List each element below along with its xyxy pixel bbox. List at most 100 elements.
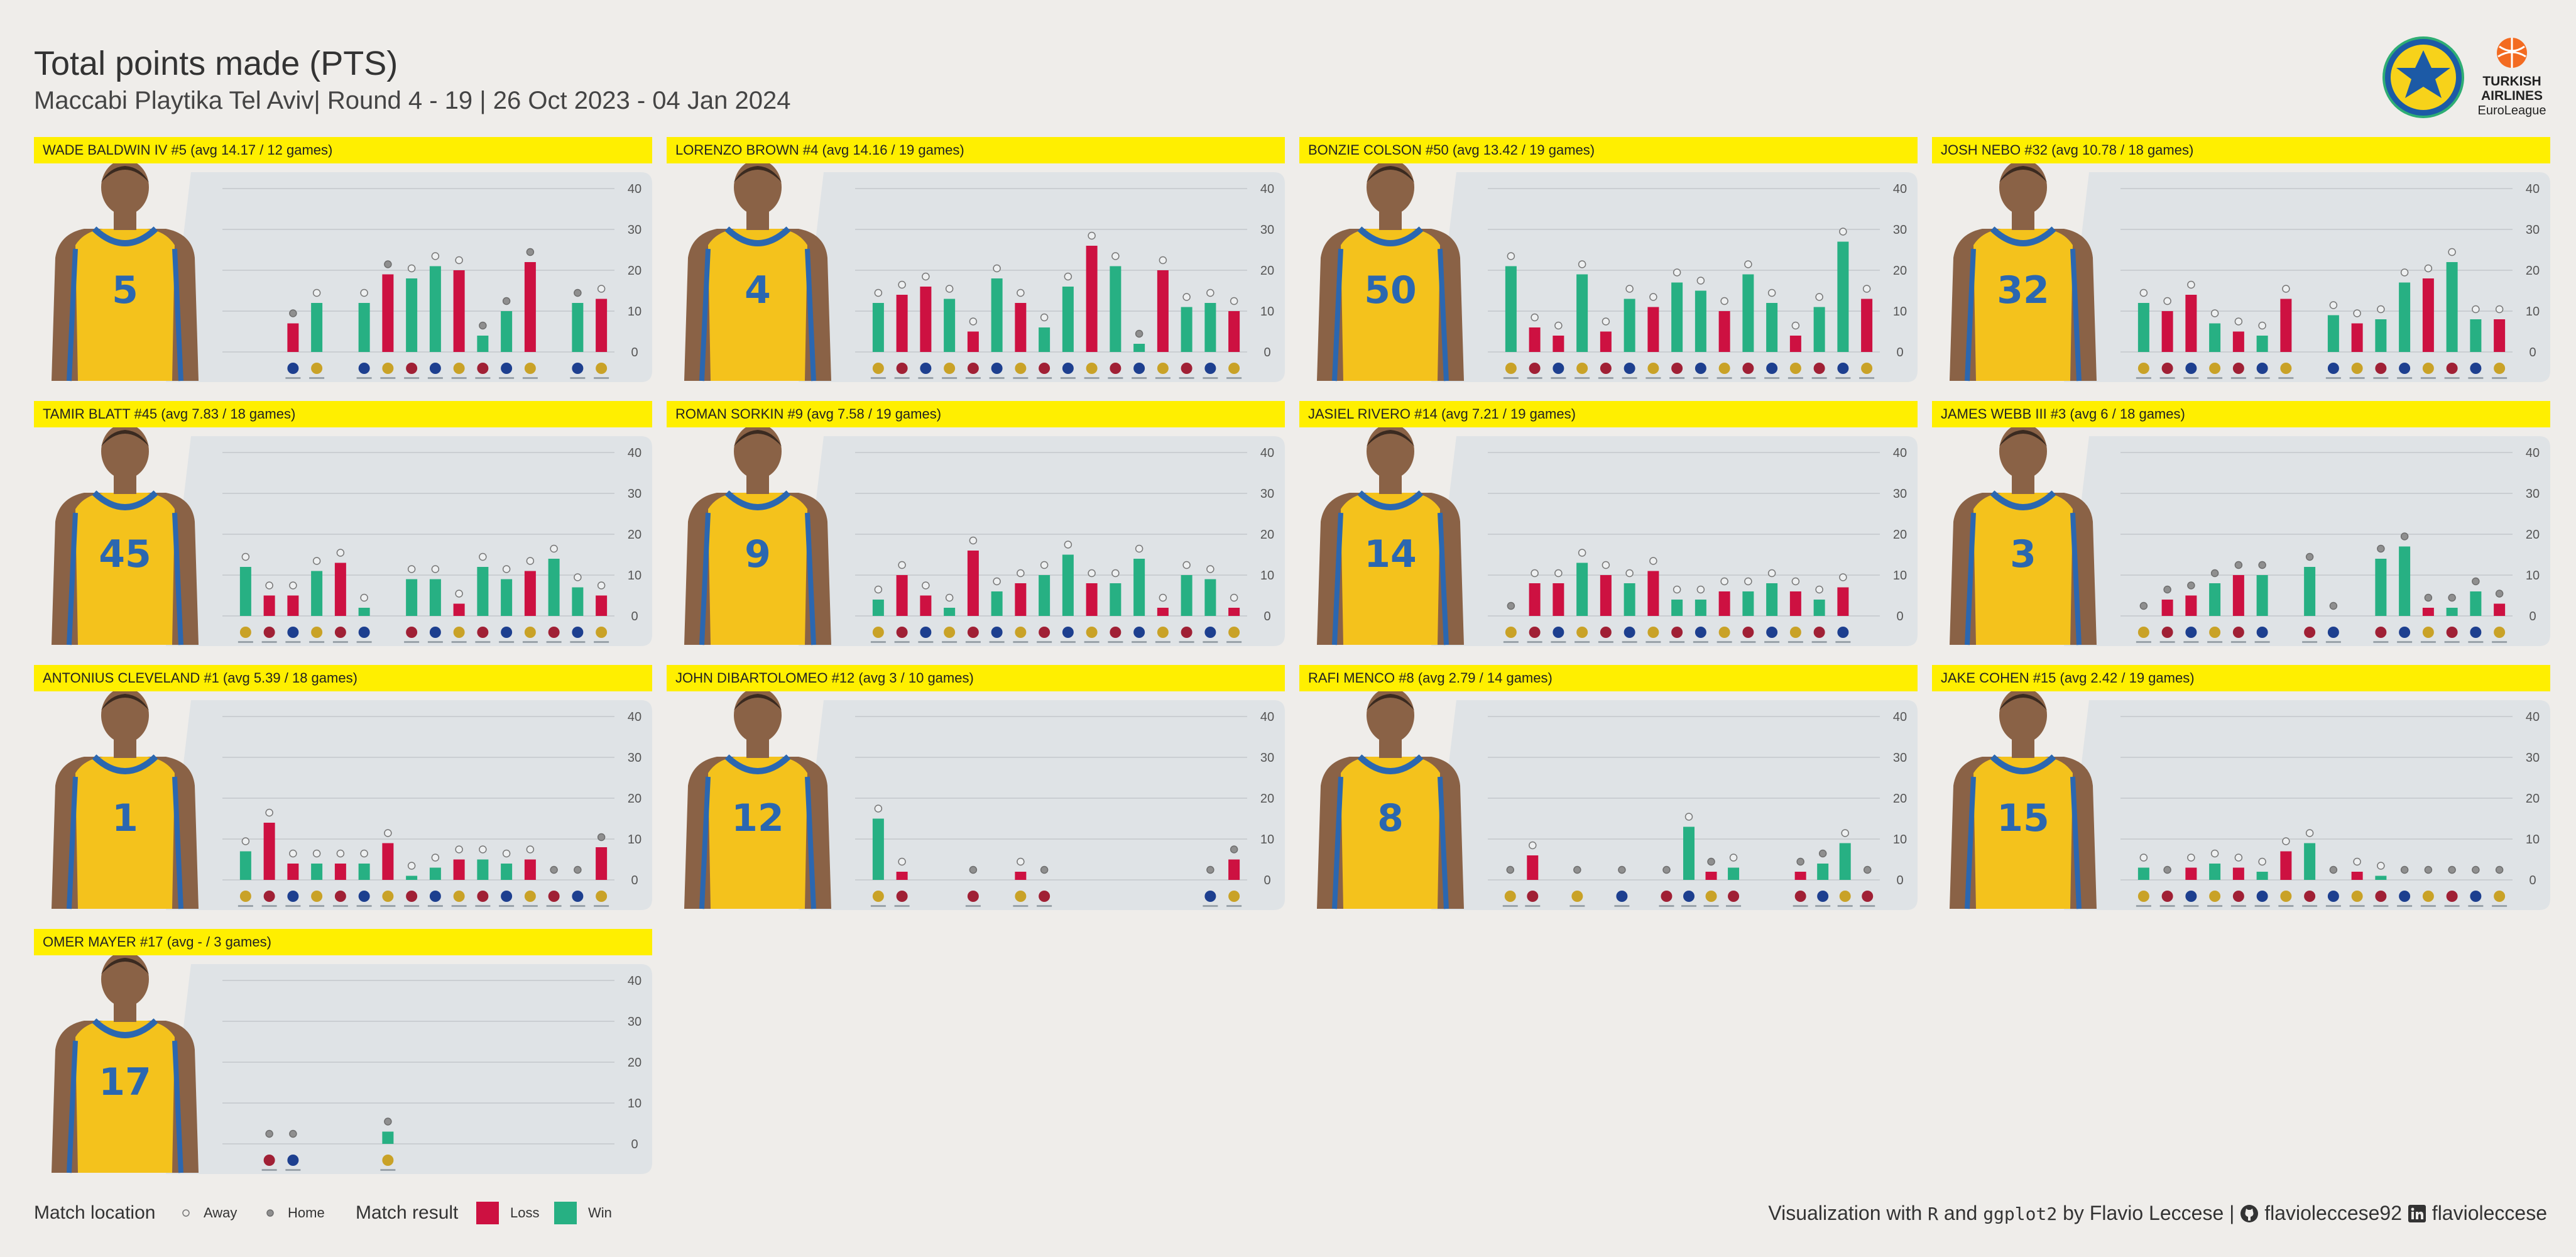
opponent-name-mark: [2420, 641, 2436, 643]
bar: [896, 575, 908, 616]
y-tick-label: 40: [1260, 446, 1274, 460]
away-marker: [479, 845, 487, 854]
opponent-name-mark: [594, 377, 609, 379]
bar: [1204, 579, 1216, 616]
bar: [382, 274, 394, 352]
away-marker: [2424, 264, 2433, 273]
bar: [2351, 323, 2363, 352]
opponent-name-mark: [1527, 641, 1542, 643]
opponent-name-mark: [404, 377, 420, 379]
y-tick-label: 0: [1896, 346, 1903, 360]
bar: [1505, 266, 1517, 352]
opponent-name-mark: [1037, 641, 1052, 643]
opponent-badge-icon: [920, 627, 932, 638]
away-marker: [1507, 252, 1515, 260]
y-tick-label: 0: [2529, 874, 2536, 887]
y-tick-label: 20: [628, 792, 641, 806]
opponent-name-mark: [918, 641, 934, 643]
opponent-name-mark: [1108, 377, 1123, 379]
opponent-badge-icon: [1228, 363, 1240, 374]
opponent-badge-icon: [1504, 891, 1516, 902]
y-tick-label: 10: [1260, 833, 1274, 847]
y-tick-label: 20: [1260, 792, 1274, 806]
y-tick-label: 30: [628, 487, 641, 501]
opponent-name-mark: [570, 377, 586, 379]
y-tick-label: 40: [2526, 446, 2540, 460]
bar: [334, 563, 346, 616]
opponent-name-mark: [451, 905, 467, 907]
opponent-badge-icon: [2446, 627, 2458, 638]
bar: [477, 567, 489, 616]
away-marker: [455, 256, 463, 265]
away-marker: [2448, 248, 2456, 256]
opponent-badge-icon: [2280, 363, 2292, 374]
bar: [1039, 575, 1051, 616]
opponent-name-mark: [1669, 377, 1685, 379]
opponent-badge-icon: [382, 1155, 394, 1166]
opponent-badge-icon: [1015, 363, 1027, 374]
away-marker: [1088, 569, 1096, 578]
y-tick-label: 20: [2526, 792, 2540, 806]
bar: [1039, 327, 1051, 352]
home-marker: [2234, 561, 2243, 569]
bar: [1529, 583, 1541, 616]
bar: [2256, 872, 2268, 880]
opponent-badge-icon: [872, 891, 884, 902]
away-marker: [1696, 277, 1705, 285]
away-marker: [1064, 541, 1072, 549]
y-tick-label: 10: [2526, 569, 2540, 583]
panel-chart: 0 10 20 30 40 1: [52, 691, 652, 910]
home-marker: [969, 865, 978, 874]
bar: [1718, 591, 1730, 616]
away-marker: [1696, 585, 1705, 594]
away-marker: [2353, 309, 2361, 317]
player-photo: 17: [52, 955, 199, 1173]
opponent-badge-icon: [1505, 627, 1517, 638]
away-marker: [2187, 280, 2195, 289]
panel-title: JOHN DIBARTOLOMEO #12 (avg 3 / 10 games): [667, 665, 1285, 691]
bar: [2232, 331, 2244, 352]
league-logo: TURKISH AIRLINES EuroLeague: [2474, 35, 2550, 123]
bar: [287, 864, 299, 880]
opponent-badge-icon: [287, 891, 299, 902]
opponent-name-mark: [1645, 641, 1661, 643]
opponent-badge-icon: [1789, 627, 1801, 638]
home-marker: [289, 309, 297, 317]
opponent-name-mark: [1013, 905, 1029, 907]
opponent-name-mark: [2278, 905, 2294, 907]
opponent-badge-icon: [1576, 363, 1588, 374]
opponent-badge-icon: [572, 363, 584, 374]
opponent-badge-icon: [1616, 891, 1628, 902]
opponent-badge-icon: [311, 627, 323, 638]
away-marker: [2282, 285, 2290, 293]
home-marker: [2424, 593, 2433, 602]
caption-linkedin[interactable]: flavioleccese: [2431, 1202, 2547, 1224]
y-tick-label: 10: [2526, 833, 2540, 847]
bar: [1839, 843, 1851, 880]
away-marker: [1017, 857, 1025, 866]
opponent-name-mark: [1787, 377, 1803, 379]
opponent-badge-icon: [406, 363, 418, 374]
caption-r: R: [1928, 1204, 1939, 1224]
player-photo: 15: [1950, 691, 2097, 909]
away-marker: [874, 804, 883, 813]
away-marker: [2329, 301, 2338, 309]
opponent-name-mark: [594, 905, 609, 907]
away-marker: [922, 581, 930, 590]
opponent-name-mark: [285, 1169, 301, 1171]
y-tick-label: 30: [2526, 487, 2540, 501]
opponent-badge-icon: [1817, 891, 1829, 902]
opponent-name-mark: [870, 641, 886, 643]
opponent-name-mark: [2325, 641, 2341, 643]
home-marker: [479, 321, 487, 330]
opponent-badge-icon: [1529, 363, 1541, 374]
opponent-badge-icon: [263, 1155, 275, 1166]
opponent-badge-icon: [2185, 891, 2197, 902]
away-marker: [1159, 256, 1167, 265]
caption-github[interactable]: flavioleccese92: [2264, 1202, 2403, 1224]
legend-loss-swatch: [476, 1202, 499, 1224]
opponent-name-mark: [594, 641, 609, 643]
panel-chart: 0 10 20 30 40 50: [1317, 163, 1918, 382]
opponent-badge-icon: [2161, 363, 2173, 374]
opponent-badge-icon: [967, 363, 979, 374]
